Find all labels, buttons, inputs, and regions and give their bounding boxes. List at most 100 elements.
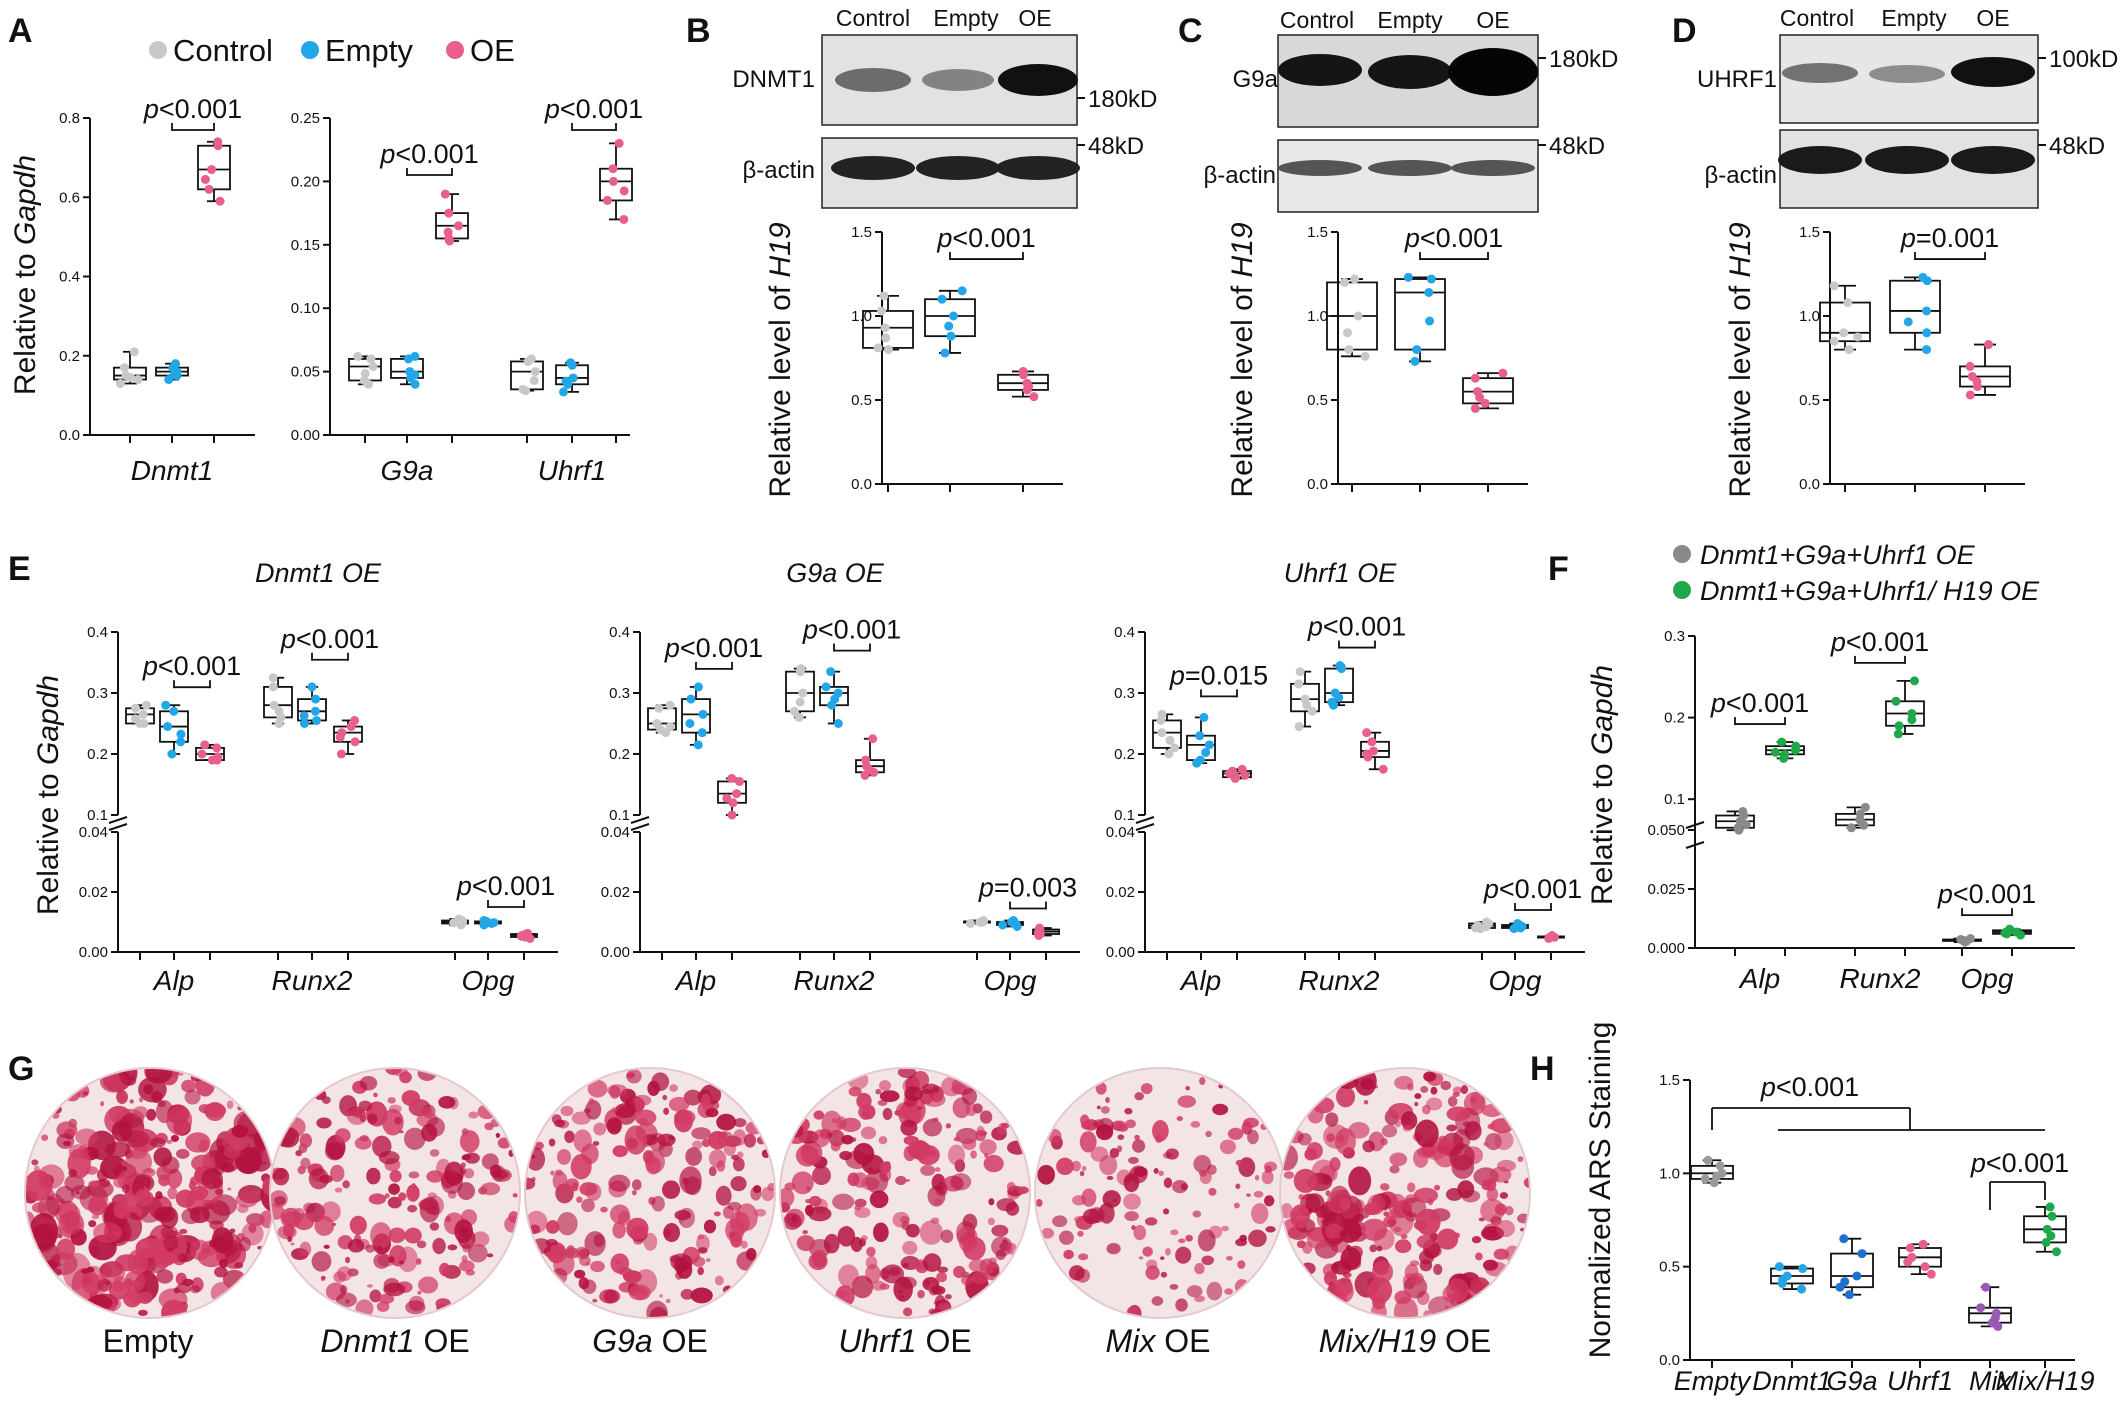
data-point [353, 351, 363, 361]
stain-spot [608, 1174, 631, 1192]
data-point [883, 345, 893, 355]
stain-spot [556, 1148, 572, 1165]
stain-spot [692, 1140, 703, 1150]
data-point [965, 919, 975, 928]
stain-spot [879, 1161, 892, 1174]
stain-spot [571, 1111, 592, 1125]
stain-spot [88, 1180, 101, 1188]
box-control [510, 354, 544, 396]
p-value-label: p<0.001 [936, 223, 1035, 253]
box-empty [555, 358, 589, 397]
well-caption-mix: Mix OE [1106, 1323, 1211, 1359]
box-oe [195, 740, 225, 765]
stain-spot [979, 1139, 997, 1156]
stain-spot [662, 1180, 681, 1199]
panel-label-e: E [8, 550, 31, 588]
stain-spot [1052, 1215, 1068, 1228]
x-category-label: G9a [381, 455, 434, 486]
ars-staining-wells [24, 1067, 1531, 1319]
x-category-label: Runx2 [1299, 965, 1380, 996]
stain-spot [1430, 1086, 1438, 1095]
axis-break-mark [630, 816, 650, 824]
data-point [614, 138, 624, 148]
stain-spot [1475, 1252, 1483, 1261]
blot-band [1368, 160, 1452, 176]
box-oe [1462, 368, 1514, 413]
data-point [1412, 345, 1422, 355]
axis-break-mark [1685, 821, 1705, 829]
data-point [1424, 287, 1434, 297]
data-point [1199, 712, 1209, 722]
box-empty [1501, 919, 1529, 934]
x-category-label: Uhrf1 [1887, 1366, 1953, 1396]
stain-spot [971, 1271, 989, 1284]
box-control [348, 351, 382, 389]
box-dnmt1 [1770, 1262, 1814, 1294]
stain-spot [878, 1136, 888, 1145]
stain-spot [25, 1170, 53, 1201]
blot-lane-label: Empty [1881, 5, 1947, 31]
stain-spot [349, 1215, 367, 1235]
stain-spot [875, 1088, 882, 1095]
stain-spot [407, 1204, 418, 1213]
stain-spot [127, 1249, 149, 1275]
stain-spot [468, 1244, 488, 1263]
box-empty [474, 916, 502, 930]
y-tick-label: 0.04 [79, 824, 108, 841]
stain-spot [933, 1300, 941, 1306]
stain-spot [877, 1099, 888, 1106]
data-point [734, 776, 744, 786]
p-value-label: p=0.015 [1169, 660, 1268, 690]
legend-label-control: Control [173, 33, 273, 68]
y-tick-label: 0.2 [1664, 710, 1685, 727]
stain-spot [182, 1278, 194, 1287]
box-empty [1394, 272, 1446, 366]
box-control [1326, 274, 1378, 361]
stain-spot [1297, 1132, 1312, 1146]
stain-spot [1090, 1146, 1109, 1162]
stain-spot [319, 1174, 333, 1184]
data-point [310, 706, 320, 716]
box-body [1290, 682, 1320, 713]
stain-spot [902, 1307, 913, 1317]
stain-spot [950, 1173, 972, 1191]
y-tick-label: 0.00 [291, 427, 320, 444]
stain-spot [611, 1107, 617, 1113]
stain-spot [495, 1132, 501, 1138]
stain-spot [612, 1221, 626, 1239]
stain-spot [1133, 1224, 1147, 1241]
ars-well [1280, 1068, 1530, 1318]
stain-spot [997, 1123, 1007, 1135]
data-point [830, 694, 840, 704]
stain-spot [1063, 1249, 1074, 1260]
y-tick-label: 0.050 [1647, 822, 1685, 839]
p-value-label: p<0.001 [1760, 1072, 1859, 1102]
data-point [274, 706, 284, 716]
stain-spot [1037, 1164, 1055, 1185]
y-tick-label: 0.0 [1799, 476, 1820, 493]
stain-spot [1073, 1216, 1084, 1223]
panel-label-h: H [1530, 1050, 1555, 1088]
data-point [311, 694, 321, 704]
stain-spot [898, 1101, 922, 1128]
stain-spot [41, 1134, 49, 1142]
stain-spot [416, 1258, 422, 1265]
stain-spot [1145, 1217, 1158, 1226]
box-oe [1360, 728, 1390, 774]
data-point [1839, 328, 1849, 338]
data-point [732, 789, 742, 799]
blot-band [1951, 57, 2035, 87]
stain-spot [447, 1244, 458, 1251]
stain-spot [219, 1258, 228, 1269]
stain-spot [1035, 1198, 1043, 1207]
stain-spot [905, 1179, 910, 1182]
stain-spot [1416, 1235, 1434, 1249]
stain-spot [624, 1125, 648, 1155]
stain-spot [1145, 1265, 1160, 1280]
stain-spot [388, 1227, 406, 1243]
data-point [1335, 661, 1345, 671]
stain-spot [574, 1269, 586, 1279]
stain-spot [881, 1264, 905, 1284]
well-caption-g9a: G9a OE [592, 1323, 708, 1359]
stain-spot [404, 1127, 426, 1150]
